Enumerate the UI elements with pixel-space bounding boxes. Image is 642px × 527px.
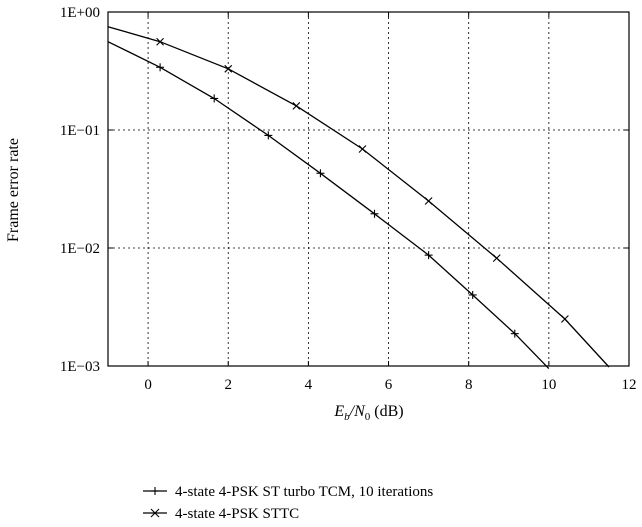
data-point-x bbox=[424, 197, 433, 205]
y-axis-label: Frame error rate bbox=[5, 138, 22, 242]
data-point-plus bbox=[468, 290, 477, 299]
y-tick-label: 1E−02 bbox=[60, 241, 100, 257]
x-tick-label: 12 bbox=[622, 377, 637, 393]
data-point-x bbox=[292, 102, 301, 110]
legend: 4-state 4-PSK ST turbo TCM, 10 iteration… bbox=[143, 484, 433, 522]
data-point-plus bbox=[156, 63, 165, 72]
data-point-plus bbox=[424, 251, 433, 260]
data-point-plus bbox=[316, 169, 325, 178]
x-axis-label: Eb/N0 (dB) bbox=[333, 403, 403, 423]
grid-lines bbox=[108, 12, 629, 366]
data-point-x bbox=[492, 254, 501, 263]
series-line-1 bbox=[107, 41, 550, 370]
data-point-plus bbox=[210, 94, 219, 103]
data-point-plus bbox=[370, 209, 379, 218]
series-line-2 bbox=[107, 26, 610, 368]
plot-frame bbox=[107, 11, 630, 367]
legend-marker-x-icon bbox=[150, 508, 160, 518]
legend-label-sttc: 4-state 4-PSK STTC bbox=[175, 506, 299, 522]
y-tick-label: 1E−03 bbox=[60, 359, 100, 375]
x-tick-label: 0 bbox=[144, 377, 152, 393]
legend-label-turbo-tcm: 4-state 4-PSK ST turbo TCM, 10 iteration… bbox=[175, 484, 433, 500]
data-point-x bbox=[358, 145, 367, 153]
x-tick-label: 8 bbox=[465, 377, 473, 393]
legend-marker-plus-icon bbox=[151, 487, 159, 495]
x-tick-label: 6 bbox=[385, 377, 393, 393]
data-point-plus bbox=[264, 131, 273, 140]
data-point-plus bbox=[510, 329, 519, 338]
x-tick-label: 2 bbox=[224, 377, 232, 393]
y-tick-label: 1E+00 bbox=[60, 5, 100, 21]
legend-item-turbo-tcm: 4-state 4-PSK ST turbo TCM, 10 iteration… bbox=[143, 484, 433, 500]
x-tick-label: 10 bbox=[541, 377, 556, 393]
data-point-x bbox=[560, 315, 569, 323]
series-layer bbox=[107, 26, 610, 370]
x-tick-label: 4 bbox=[305, 377, 313, 393]
axis-ticks: 0 2 4 6 8 10 12 1E+00 1E−01 1E−02 1E−03 bbox=[60, 5, 637, 393]
data-point-x bbox=[156, 37, 164, 46]
legend-item-sttc: 4-state 4-PSK STTC bbox=[143, 506, 299, 522]
data-point-x bbox=[224, 64, 233, 73]
y-tick-label: 1E−01 bbox=[60, 123, 100, 139]
